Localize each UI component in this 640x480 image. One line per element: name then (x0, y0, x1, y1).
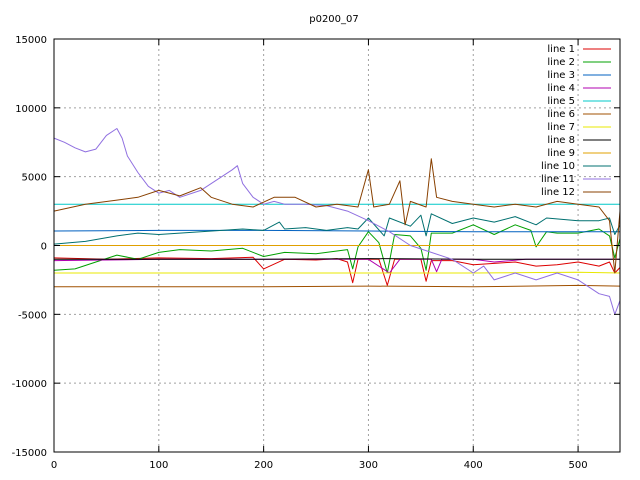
chart-title: p0200_07 (309, 14, 359, 25)
series-line-8 (54, 258, 620, 260)
legend-label: line 6 (547, 109, 575, 120)
legend-label: line 7 (547, 122, 575, 133)
series-line-12 (53, 158, 621, 274)
legend-label: line 9 (547, 148, 575, 159)
legend-label: line 4 (547, 83, 575, 94)
legend-label: line 12 (541, 187, 575, 198)
x-tick-label: 0 (51, 460, 57, 471)
y-tick-label: 10000 (15, 104, 47, 115)
legend-label: line 3 (547, 70, 575, 81)
legend-label: line 1 (547, 44, 575, 55)
x-tick-label: 200 (254, 460, 273, 471)
x-tick-label: 100 (149, 460, 168, 471)
legend-label: line 10 (541, 161, 575, 172)
y-tick-label: 0 (41, 242, 47, 253)
x-tick-label: 400 (464, 460, 483, 471)
y-tick-label: -15000 (12, 448, 47, 459)
series-line-10 (53, 213, 621, 245)
legend-label: line 11 (541, 174, 575, 185)
legend-label: line 8 (547, 135, 575, 146)
series-line-11 (53, 128, 621, 315)
x-tick-label: 500 (569, 460, 588, 471)
x-tick-label: 300 (359, 460, 378, 471)
series-line-7 (54, 271, 621, 274)
series-line-3 (53, 229, 620, 233)
axis-ticks: -15000 -10000 -5000 0 5000 10000 15000 0 100 200 3… (12, 35, 620, 471)
series-line-1 (53, 256, 621, 286)
series-line-6 (54, 284, 621, 288)
y-tick-label: -10000 (12, 379, 47, 390)
y-tick-label: -5000 (18, 310, 47, 321)
y-tick-label: 5000 (22, 173, 47, 184)
plot-series (53, 128, 621, 315)
legend-label: line 2 (547, 57, 575, 68)
y-tick-label: 15000 (15, 35, 47, 46)
legend-label: line 5 (547, 96, 575, 107)
legend: line 1 line 2 line 3 line 4 line 5 line 6 line… (541, 44, 611, 198)
